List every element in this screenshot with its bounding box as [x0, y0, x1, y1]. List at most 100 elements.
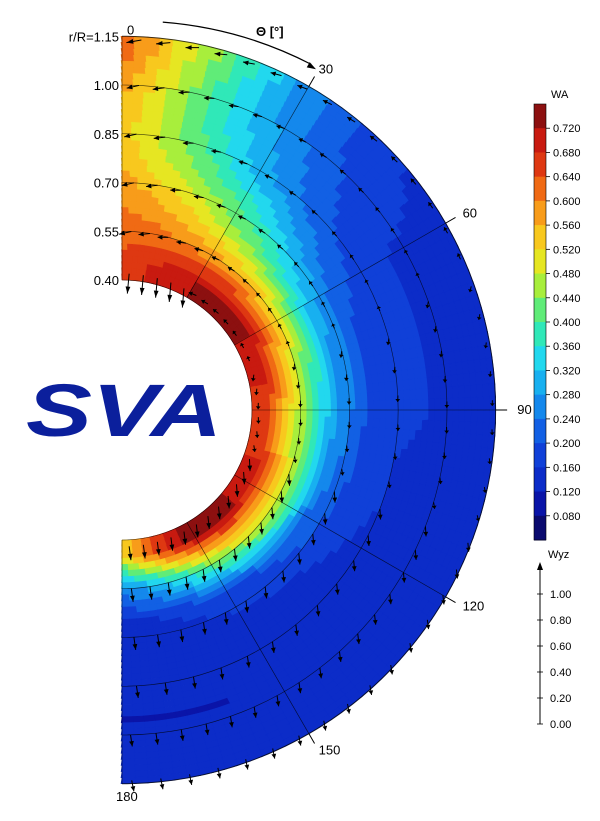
contour-cell	[294, 391, 301, 398]
contour-cell	[122, 546, 128, 552]
colorbar-swatch	[534, 249, 546, 274]
contour-cell	[342, 386, 349, 395]
colorbar-label: 0.080	[553, 511, 581, 523]
sva-logo: SVA	[26, 369, 222, 452]
contour-cell	[428, 420, 435, 433]
contour-cell	[121, 67, 135, 73]
contour-cell	[121, 668, 132, 674]
contour-cell	[122, 564, 128, 570]
contour-cell	[132, 716, 145, 723]
contour-cell	[477, 384, 484, 399]
theta-tick-label: 90	[517, 402, 531, 417]
contour-cell	[129, 619, 138, 626]
colorbar-label: 0.160	[553, 462, 581, 474]
colorbar-swatch	[534, 419, 546, 444]
colorbar-swatch	[534, 201, 546, 226]
contour-cell	[319, 395, 325, 403]
contour-cell	[325, 395, 332, 403]
colorbar-label: 0.240	[553, 414, 581, 426]
contour-cell	[121, 97, 134, 103]
colorbar-label: 0.200	[553, 438, 581, 450]
contour-cell	[434, 387, 441, 400]
contour-cell	[130, 655, 140, 662]
contour-cell	[410, 389, 417, 401]
colorbar-title: WA	[551, 89, 569, 101]
colorbar-swatch	[534, 298, 546, 323]
colorbar-label: 0.680	[553, 147, 581, 159]
contour-cell	[330, 387, 337, 396]
radial-tick-label: 1.00	[94, 78, 119, 93]
contour-cell	[121, 674, 132, 680]
contour-cell	[122, 552, 128, 558]
contour-cell	[483, 396, 489, 411]
contour-cell	[122, 558, 128, 564]
contour-cell	[133, 752, 147, 759]
colorbar-swatch	[534, 370, 546, 395]
contour-cell	[133, 61, 147, 68]
contour-cell	[121, 644, 131, 650]
contour-cell	[489, 409, 495, 424]
contour-cell	[459, 397, 465, 411]
contour-cell	[121, 662, 131, 668]
colorbar-swatch	[534, 128, 546, 153]
contour-cell	[373, 391, 380, 401]
contour-cell	[331, 394, 338, 403]
contour-cell	[121, 717, 134, 723]
contour-cell	[134, 55, 148, 62]
colorbar-label: 0.320	[553, 365, 581, 377]
contour-cell	[373, 382, 380, 392]
contour-cell	[121, 631, 130, 637]
contour-cell	[464, 421, 471, 435]
contour-cell	[410, 409, 416, 421]
contour-cell	[440, 387, 447, 400]
radial-tick-label: 0.85	[94, 127, 119, 142]
contour-cell	[121, 55, 135, 61]
contour-cell	[121, 698, 133, 704]
contour-cell	[122, 613, 130, 619]
theta-tick-label: 180	[116, 789, 138, 804]
contour-cell	[121, 692, 133, 698]
theta-tick-label: 60	[463, 205, 477, 220]
contour-cell	[121, 759, 135, 765]
radial-tick-label: 0.40	[94, 273, 119, 288]
contour-cell	[121, 42, 136, 48]
contour-cell	[471, 397, 477, 411]
colorbar-label: 0.400	[553, 317, 581, 329]
contour-cell	[137, 618, 146, 625]
colorbar-swatch	[534, 225, 546, 250]
contour-cell	[136, 612, 144, 619]
contour-cell	[122, 570, 129, 576]
contour-cell	[132, 722, 145, 729]
contour-cell	[122, 583, 129, 589]
contour-cell	[121, 686, 132, 692]
contour-cell	[140, 673, 151, 680]
contour-cell	[465, 409, 471, 423]
contour-cell	[121, 61, 135, 67]
contour-cell	[134, 771, 149, 778]
colorbar-label: 0.520	[553, 244, 581, 256]
colorbar-swatch	[534, 516, 546, 541]
contour-cell	[385, 390, 392, 401]
contour-cell	[131, 680, 142, 687]
contour-cell	[137, 624, 146, 631]
contour-cell	[139, 661, 149, 668]
contour-cell	[122, 607, 130, 613]
contour-cell	[121, 704, 133, 710]
contour-cell	[428, 387, 435, 400]
contour-cell	[132, 698, 144, 705]
vector-scale-label: 0.80	[550, 615, 571, 627]
contour-cell	[121, 650, 131, 656]
vector-scale-label: 0.60	[550, 641, 571, 653]
colorbar-label: 0.480	[553, 269, 581, 281]
contour-cell	[441, 409, 447, 422]
contour-cell	[121, 619, 130, 625]
contour-cell	[122, 601, 130, 607]
contour-cell	[121, 747, 135, 753]
contour-cell	[121, 765, 136, 771]
contour-cell	[137, 630, 146, 637]
contour-cell	[422, 399, 428, 411]
contour-cell	[464, 385, 471, 399]
contour-cell	[122, 589, 129, 595]
contour-cell	[133, 740, 147, 747]
